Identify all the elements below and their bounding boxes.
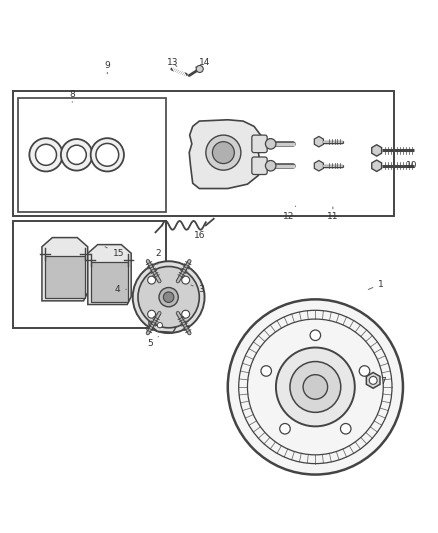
Polygon shape <box>45 256 85 298</box>
Circle shape <box>265 160 276 171</box>
Polygon shape <box>314 160 323 171</box>
Text: 3: 3 <box>191 285 205 294</box>
Text: 15: 15 <box>105 247 124 258</box>
Circle shape <box>228 300 403 474</box>
Circle shape <box>290 361 341 413</box>
Circle shape <box>261 366 272 376</box>
Circle shape <box>67 145 86 165</box>
Text: 1: 1 <box>368 279 384 289</box>
Circle shape <box>148 310 155 318</box>
Text: 11: 11 <box>327 207 339 221</box>
Circle shape <box>303 375 328 399</box>
Circle shape <box>91 138 124 172</box>
Circle shape <box>265 139 276 149</box>
Polygon shape <box>42 238 88 301</box>
Polygon shape <box>149 317 176 332</box>
Text: 9: 9 <box>104 61 110 74</box>
Polygon shape <box>366 373 380 388</box>
Text: 10: 10 <box>403 161 417 170</box>
FancyBboxPatch shape <box>252 157 267 174</box>
Circle shape <box>206 135 241 170</box>
Circle shape <box>96 143 119 166</box>
Circle shape <box>163 292 174 302</box>
Circle shape <box>138 266 199 328</box>
Circle shape <box>29 138 63 172</box>
Text: 4: 4 <box>115 285 127 294</box>
Text: 7: 7 <box>374 376 386 386</box>
Text: 5: 5 <box>147 336 159 348</box>
Circle shape <box>276 348 355 426</box>
Circle shape <box>310 330 321 341</box>
Circle shape <box>159 287 178 307</box>
Circle shape <box>212 142 234 164</box>
FancyBboxPatch shape <box>252 135 267 152</box>
Polygon shape <box>88 245 131 304</box>
Text: 16: 16 <box>188 229 205 240</box>
Circle shape <box>182 310 190 318</box>
Circle shape <box>340 424 351 434</box>
Polygon shape <box>189 120 263 189</box>
Polygon shape <box>372 145 381 156</box>
Circle shape <box>280 424 290 434</box>
Text: 12: 12 <box>283 206 296 221</box>
Bar <box>13 221 166 328</box>
Polygon shape <box>314 136 323 147</box>
Circle shape <box>133 261 205 333</box>
Polygon shape <box>91 262 128 302</box>
Text: 2: 2 <box>155 249 160 264</box>
Circle shape <box>182 276 190 284</box>
Bar <box>13 91 394 216</box>
Circle shape <box>35 144 57 165</box>
Circle shape <box>359 366 370 376</box>
Circle shape <box>369 376 377 384</box>
Circle shape <box>148 276 155 284</box>
Circle shape <box>61 139 92 171</box>
Text: 13: 13 <box>167 58 179 67</box>
Circle shape <box>157 322 162 328</box>
Polygon shape <box>372 160 381 172</box>
Circle shape <box>196 66 203 72</box>
Text: 8: 8 <box>69 90 75 102</box>
Text: 14: 14 <box>195 58 211 67</box>
Bar <box>18 98 166 212</box>
